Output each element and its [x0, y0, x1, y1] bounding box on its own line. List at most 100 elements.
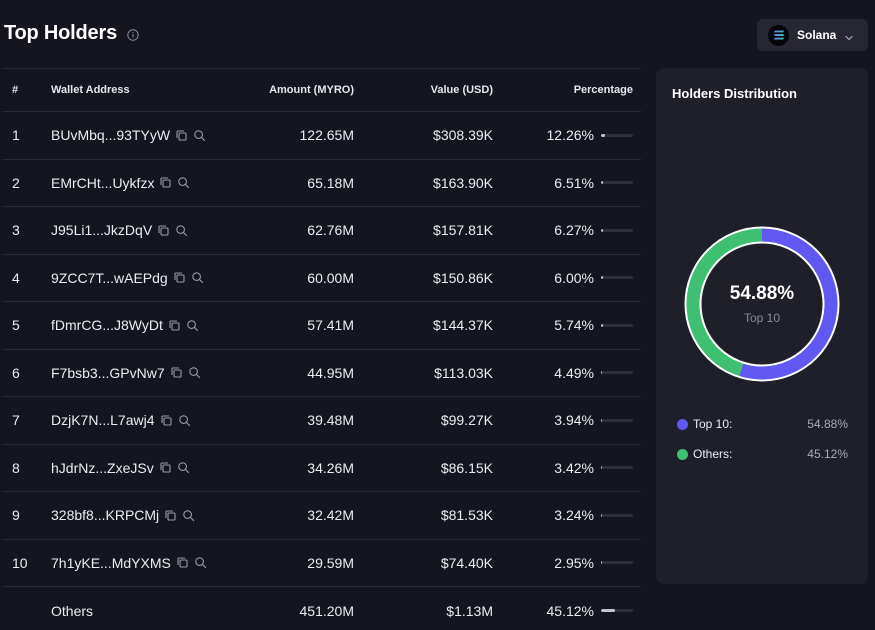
column-header-percentage: Percentage [493, 68, 641, 112]
wallet-cell: J95Li1...JkzDqV [51, 206, 223, 255]
percentage-cell: 4.49% [493, 349, 641, 397]
legend-label-others: Others: [693, 447, 733, 461]
page-title: Top Holders [4, 22, 117, 44]
amount-cell: 44.95M [223, 349, 354, 397]
legend-value-top10: 54.88% [807, 417, 848, 431]
copy-icon[interactable] [175, 129, 188, 142]
percentage-cell: 5.74% [493, 301, 641, 350]
search-icon[interactable] [175, 224, 188, 237]
table-header-row: # Wallet Address Amount (MYRO) Value (US… [3, 68, 641, 112]
amount-cell: 60.00M [223, 254, 354, 302]
copy-icon[interactable] [173, 271, 186, 284]
rank-cell: 7 [3, 396, 51, 445]
wallet-address[interactable]: DzjK7N...L7awj4 [51, 412, 155, 429]
copy-icon[interactable] [164, 509, 177, 522]
percentage-group: 45.12% [547, 603, 633, 619]
percentage-bar [601, 418, 633, 422]
wallet-cell: fDmrCG...J8WyDt [51, 301, 223, 350]
amount-cell: 65.18M [223, 159, 354, 207]
info-icon[interactable] [127, 28, 139, 41]
chain-selector[interactable]: Solana [757, 19, 868, 51]
search-icon[interactable] [194, 556, 207, 569]
legend-item-others: Others: 45.12% [677, 447, 848, 461]
percentage-bar-fill [601, 609, 616, 612]
wallet-address[interactable]: 328bf8...KRPCMj [51, 507, 160, 524]
wallet-cell: 7h1yKE...MdYXMS [51, 539, 223, 587]
wallet-cell: DzjK7N...L7awj4 [51, 396, 223, 445]
wallet-address-group: 328bf8...KRPCMj [51, 507, 195, 523]
wallet-address[interactable]: 7h1yKE...MdYXMS [51, 554, 171, 571]
rank-cell: 2 [3, 159, 51, 207]
value-cell: $81.53K [354, 491, 493, 540]
search-icon[interactable] [177, 461, 190, 474]
search-icon[interactable] [178, 414, 191, 427]
wallet-address-group: 7h1yKE...MdYXMS [51, 555, 207, 571]
percentage-cell: 6.51% [493, 159, 641, 207]
amount-cell: 34.26M [223, 444, 354, 492]
table-row: 4 9ZCC7T...wAEPdg 60.00M $15 [3, 254, 641, 302]
percentage-group: 3.94% [554, 412, 633, 428]
wallet-address: Others [51, 602, 94, 619]
percentage-bar [601, 561, 633, 565]
wallet-address[interactable]: hJdrNz...ZxeJSv [51, 459, 154, 476]
amount-cell: 122.65M [223, 111, 354, 160]
search-icon[interactable] [182, 509, 195, 522]
table-row: 7 DzjK7N...L7awj4 39.48M $99 [3, 396, 641, 445]
percentage-cell: 12.26% [493, 111, 641, 160]
percentage-cell: 3.42% [493, 444, 641, 492]
copy-icon[interactable] [168, 319, 181, 332]
wallet-address[interactable]: BUvMbq...93TYyW [51, 127, 171, 144]
percentage-bar [601, 513, 633, 517]
rank-cell: 6 [3, 349, 51, 397]
percentage-text: 3.24% [554, 507, 594, 524]
donut-center-label: Top 10 [743, 311, 781, 325]
amount-cell: 62.76M [223, 206, 354, 255]
wallet-address-group: F7bsb3...GPvNw7 [51, 365, 201, 381]
percentage-group: 6.27% [554, 222, 633, 238]
copy-icon[interactable] [159, 461, 172, 474]
wallet-address[interactable]: EMrCHt...Uykfzx [51, 174, 155, 191]
search-icon[interactable] [177, 176, 190, 189]
wallet-address[interactable]: F7bsb3...GPvNw7 [51, 364, 165, 381]
search-icon[interactable] [193, 129, 206, 142]
solana-logo-icon [768, 24, 789, 46]
percentage-group: 4.49% [554, 365, 633, 381]
donut-segment-top10 [739, 228, 838, 380]
table-row: 8 hJdrNz...ZxeJSv 34.26M $86 [3, 444, 641, 492]
search-icon[interactable] [191, 271, 204, 284]
page-header: Top Holders [4, 22, 139, 45]
percentage-group: 2.95% [554, 555, 633, 571]
copy-icon[interactable] [159, 176, 172, 189]
percentage-bar [601, 323, 633, 327]
percentage-text: 2.95% [554, 554, 594, 571]
percentage-text: 4.49% [554, 364, 594, 381]
copy-icon[interactable] [157, 224, 170, 237]
holders-table-body: 1 BUvMbq...93TYyW 122.65M $3 [3, 111, 641, 630]
amount-cell: 29.59M [223, 539, 354, 587]
wallet-address[interactable]: fDmrCG...J8WyDt [51, 317, 163, 334]
percentage-text: 6.00% [554, 269, 594, 286]
percentage-bar [601, 371, 633, 375]
percentage-cell: 3.24% [493, 491, 641, 540]
search-icon[interactable] [188, 366, 201, 379]
wallet-address-group: fDmrCG...J8WyDt [51, 317, 199, 333]
value-cell: $86.15K [354, 444, 493, 492]
copy-icon[interactable] [176, 556, 189, 569]
copy-icon[interactable] [170, 366, 183, 379]
table-row: 10 7h1yKE...MdYXMS 29.59M $7 [3, 539, 641, 587]
wallet-address[interactable]: J95Li1...JkzDqV [51, 222, 153, 239]
wallet-address-group: Others [51, 603, 93, 619]
table-row: 5 fDmrCG...J8WyDt 57.41M $14 [3, 301, 641, 350]
wallet-cell: F7bsb3...GPvNw7 [51, 349, 223, 397]
percentage-cell: 3.94% [493, 396, 641, 445]
table-row: 3 J95Li1...JkzDqV 62.76M $15 [3, 206, 641, 255]
percentage-bar-fill [601, 181, 604, 185]
search-icon[interactable] [186, 319, 199, 332]
column-header-amount: Amount (MYRO) [223, 68, 354, 112]
wallet-address[interactable]: 9ZCC7T...wAEPdg [51, 269, 168, 286]
copy-icon[interactable] [160, 414, 173, 427]
percentage-bar-fill [601, 561, 602, 565]
percentage-bar-fill [601, 371, 603, 375]
value-cell: $74.40K [354, 539, 493, 587]
percentage-text: 6.51% [554, 174, 594, 191]
